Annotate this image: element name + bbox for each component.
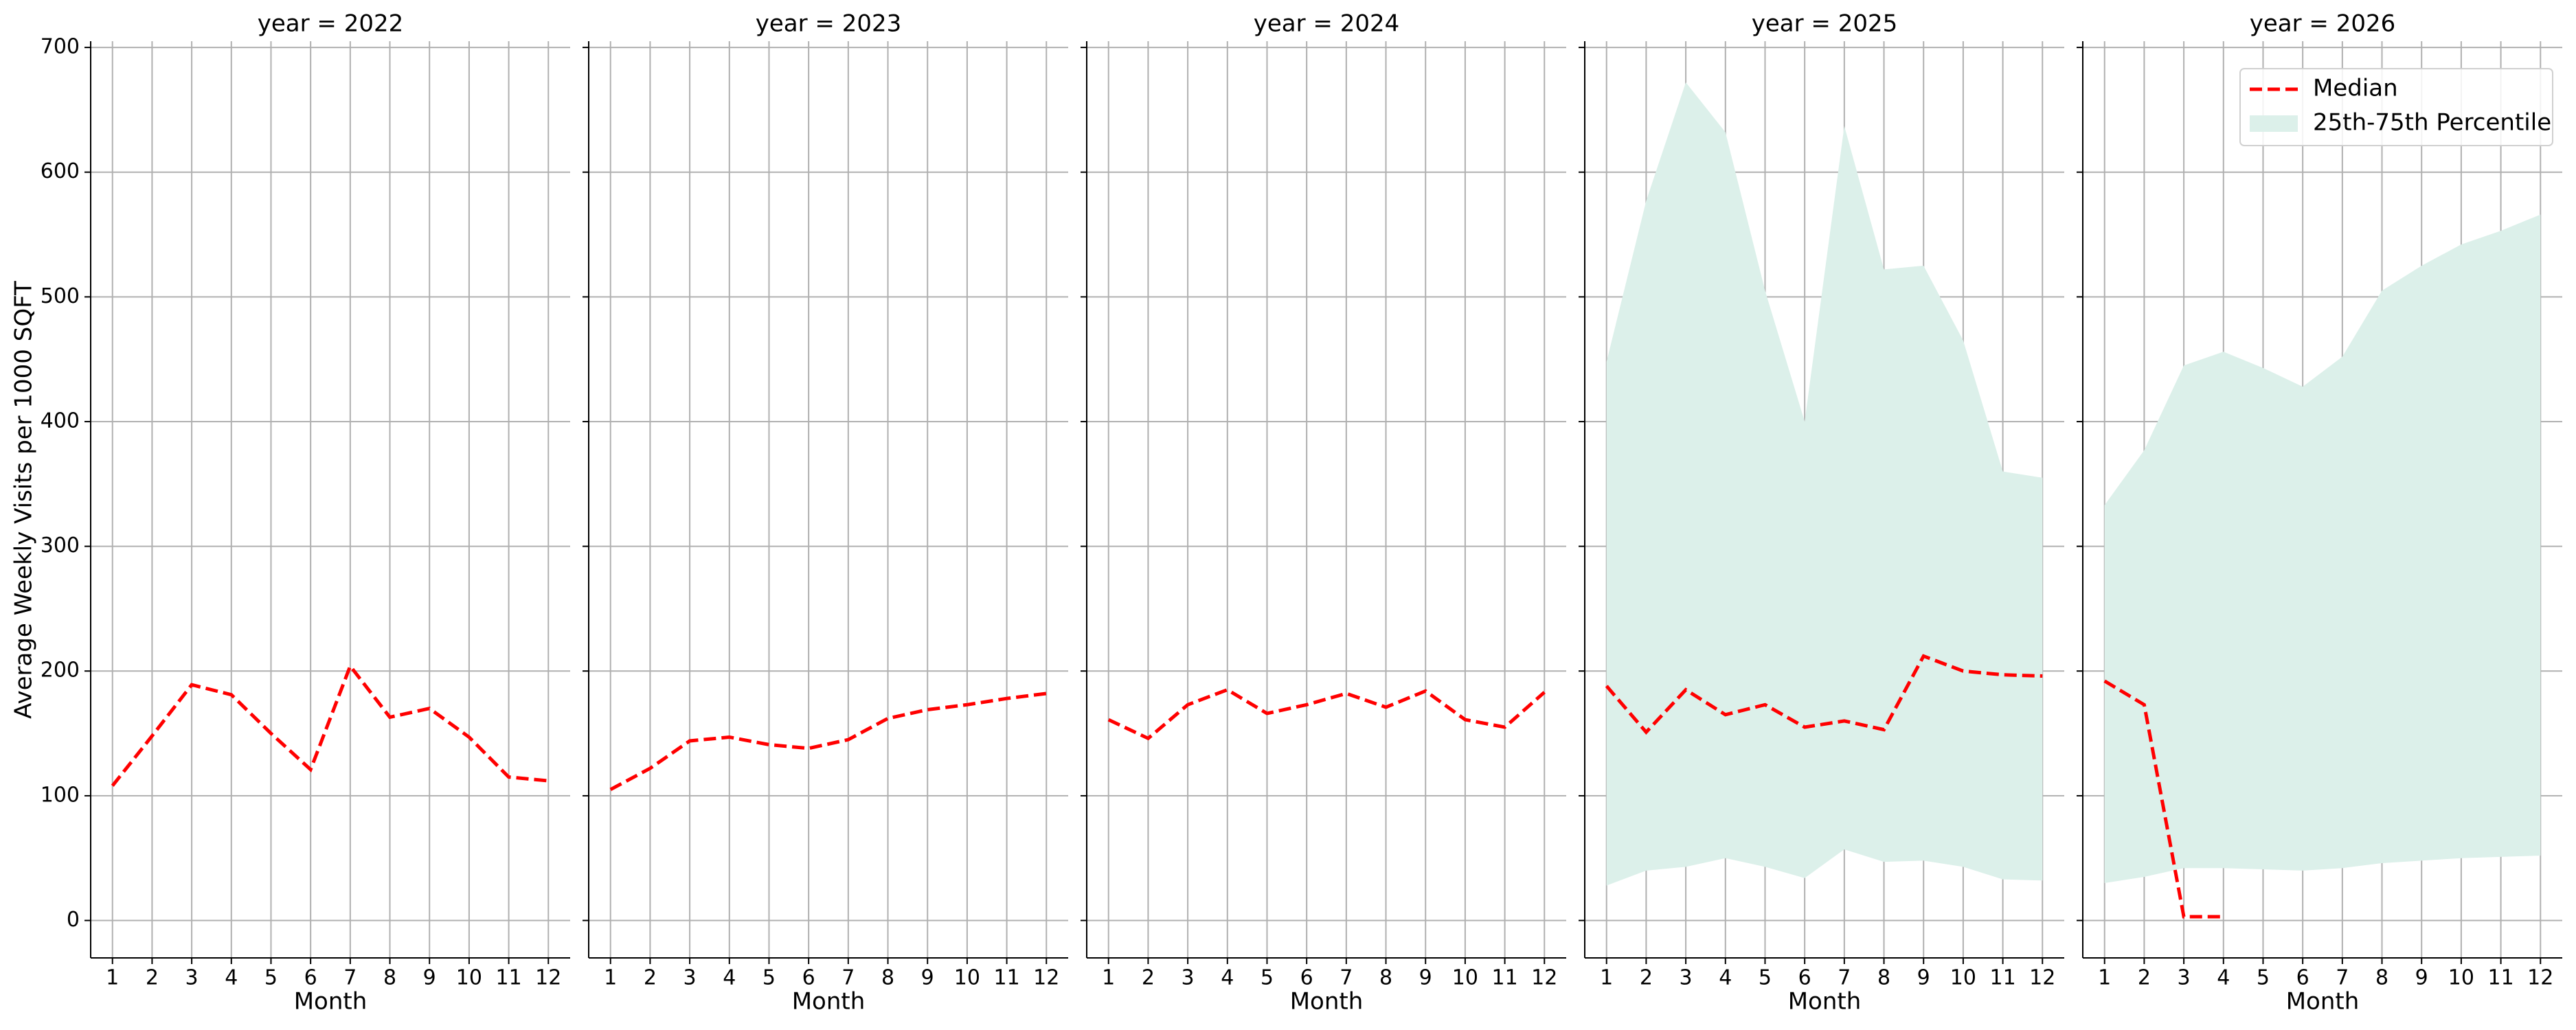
panel-title: year = 2026 — [2250, 10, 2395, 38]
x-tick-label: 5 — [1759, 966, 1772, 990]
legend-label: 25th-75th Percentile — [2313, 109, 2551, 137]
legend-box — [2239, 68, 2553, 146]
x-tick-label: 7 — [343, 966, 357, 990]
x-tick-label: 4 — [2217, 966, 2230, 990]
panel-title: year = 2025 — [1752, 10, 1897, 38]
x-tick-label: 2 — [644, 966, 657, 990]
x-tick-label: 9 — [1419, 966, 1432, 990]
y-tick-label: 300 — [41, 534, 80, 558]
median-line — [609, 691, 1047, 792]
x-tick-label: 7 — [2336, 966, 2349, 990]
x-tick-label: 2 — [146, 966, 159, 990]
x-tick-label: 12 — [2029, 966, 2055, 990]
x-tick-label: 6 — [1798, 966, 1811, 990]
x-tick-label: 10 — [954, 966, 980, 990]
x-tick-label: 9 — [423, 966, 436, 990]
x-tick-label: 11 — [1491, 966, 1517, 990]
x-tick-label: 4 — [723, 966, 736, 990]
median-line — [111, 662, 549, 787]
x-tick-label: 12 — [2527, 966, 2553, 990]
x-tick-label: 5 — [2257, 966, 2270, 990]
x-tick-label: 3 — [2178, 966, 2191, 990]
x-tick-label: 8 — [2375, 966, 2388, 990]
x-tick-label: 11 — [993, 966, 1019, 990]
x-tick-label: 1 — [1600, 966, 1613, 990]
x-tick-label: 8 — [881, 966, 894, 990]
x-tick-label: 5 — [762, 966, 776, 990]
x-tick-label: 3 — [683, 966, 697, 990]
x-tick-label: 4 — [1719, 966, 1732, 990]
y-tick-label: 100 — [41, 783, 80, 807]
x-tick-label: 7 — [1340, 966, 1353, 990]
panel-title: year = 2024 — [1254, 10, 1399, 38]
x-tick-label: 2 — [2138, 966, 2151, 990]
median-line — [1605, 654, 2043, 735]
percentile-band — [1606, 82, 2043, 886]
x-tick-label: 10 — [1950, 966, 1976, 990]
x-tick-label: 6 — [2296, 966, 2309, 990]
x-tick-label: 11 — [495, 966, 521, 990]
y-axis-label: Average Weekly Visits per 1000 SQFT — [10, 281, 38, 719]
x-tick-label: 6 — [304, 966, 317, 990]
x-tick-label: 5 — [1261, 966, 1274, 990]
x-tick-label: 3 — [1680, 966, 1693, 990]
x-axis-label: Month — [294, 988, 368, 1016]
legend-label: Median — [2313, 75, 2398, 102]
x-tick-label: 4 — [1221, 966, 1234, 990]
median-line — [1107, 687, 1546, 741]
x-tick-label: 11 — [2487, 966, 2513, 990]
x-tick-label: 1 — [106, 966, 119, 990]
x-tick-label: 12 — [535, 966, 561, 990]
x-tick-label: 12 — [1531, 966, 1557, 990]
y-tick-label: 600 — [41, 159, 80, 183]
x-tick-label: 3 — [185, 966, 199, 990]
x-axis-label: Month — [2286, 988, 2360, 1016]
x-tick-label: 2 — [1640, 966, 1653, 990]
y-tick-label: 0 — [67, 908, 80, 932]
y-tick-label: 200 — [41, 659, 80, 683]
panel-title: year = 2022 — [258, 10, 403, 38]
x-tick-label: 1 — [1102, 966, 1115, 990]
x-tick-label: 10 — [1452, 966, 1478, 990]
y-tick-label: 400 — [41, 409, 80, 433]
x-tick-label: 8 — [1877, 966, 1890, 990]
x-tick-label: 10 — [2448, 966, 2474, 990]
x-tick-label: 11 — [1989, 966, 2015, 990]
x-tick-label: 9 — [1917, 966, 1930, 990]
legend: Median 25th-75th Percentile — [2239, 68, 2553, 146]
x-tick-label: 1 — [604, 966, 617, 990]
x-tick-label: 12 — [1033, 966, 1059, 990]
x-axis-label: Month — [792, 988, 866, 1016]
x-tick-label: 3 — [1182, 966, 1195, 990]
x-tick-label: 4 — [225, 966, 238, 990]
x-tick-label: 7 — [1838, 966, 1851, 990]
x-tick-label: 8 — [383, 966, 396, 990]
x-tick-label: 9 — [2415, 966, 2428, 990]
x-tick-label: 5 — [264, 966, 278, 990]
legend-swatch — [2250, 115, 2298, 132]
x-axis-label: Month — [1290, 988, 1364, 1016]
x-tick-label: 7 — [841, 966, 855, 990]
x-axis-label: Month — [1788, 988, 1862, 1016]
median-line — [2103, 679, 2224, 919]
panel-title: year = 2023 — [756, 10, 901, 38]
x-tick-label: 6 — [802, 966, 815, 990]
x-tick-label: 2 — [1142, 966, 1155, 990]
x-tick-label: 10 — [456, 966, 482, 990]
percentile-band — [2104, 214, 2541, 884]
x-tick-label: 8 — [1379, 966, 1392, 990]
panel: 1 2 3 4 5 6 7 8 9 10 11 120100200300400500600700yea… — [41, 10, 570, 1016]
x-tick-label: 1 — [2098, 966, 2111, 990]
x-tick-label: 9 — [921, 966, 934, 990]
y-tick-label: 700 — [41, 35, 80, 59]
y-tick-label: 500 — [41, 284, 80, 308]
x-tick-label: 6 — [1300, 966, 1313, 990]
